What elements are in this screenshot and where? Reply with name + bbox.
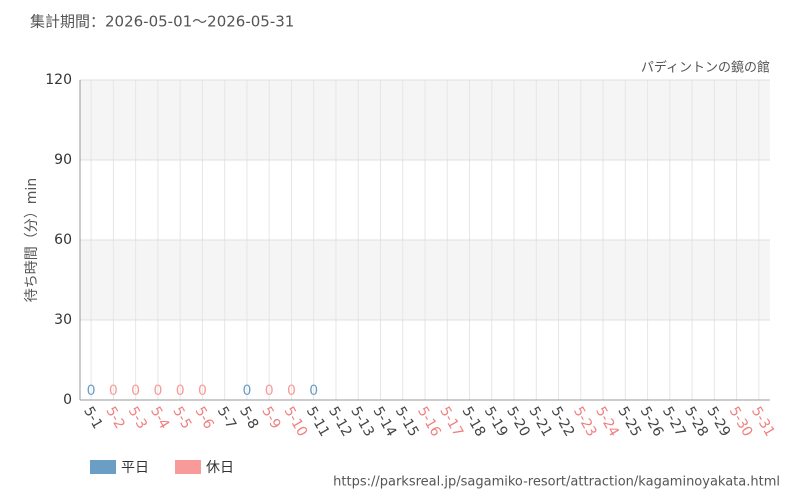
data-label: 0 — [242, 383, 251, 399]
legend-label: 休日 — [206, 460, 234, 476]
x-tick-label: 5-31 — [748, 404, 778, 440]
data-label: 0 — [287, 383, 296, 399]
x-tick-label: 5-9 — [258, 404, 283, 432]
x-tick-label: 5-1 — [80, 404, 105, 432]
source-url: https://parksreal.jp/sagamiko-resort/att… — [333, 475, 780, 490]
y-tick-label: 120 — [45, 72, 72, 88]
y-axis-label: 待ち時間（分）min — [24, 178, 40, 302]
data-label: 0 — [265, 383, 274, 399]
data-label: 0 — [153, 383, 162, 399]
y-tick-label: 60 — [54, 232, 72, 248]
legend-label: 平日 — [121, 460, 149, 476]
y-tick-label: 30 — [54, 312, 72, 328]
x-tick-label: 5-8 — [236, 404, 261, 432]
x-tick-label: 5-3 — [125, 404, 150, 432]
data-label: 0 — [176, 383, 185, 399]
x-tick-label: 5-7 — [214, 404, 239, 432]
x-tick-label: 5-4 — [147, 404, 172, 432]
chart-title: 集計期間：2026-05-01～2026-05-31 — [30, 13, 294, 31]
chart-subtitle: パディントンの鏡の館 — [641, 60, 770, 76]
data-label: 0 — [309, 383, 318, 399]
legend-swatch — [175, 460, 201, 474]
data-label: 0 — [198, 383, 207, 399]
data-label: 0 — [87, 383, 96, 399]
legend-swatch — [90, 460, 116, 474]
x-tick-label: 5-2 — [102, 404, 127, 432]
data-label: 0 — [109, 383, 118, 399]
y-tick-label: 0 — [63, 392, 72, 408]
y-tick-label: 90 — [54, 152, 72, 168]
data-label: 0 — [131, 383, 140, 399]
x-tick-label: 5-5 — [169, 404, 194, 432]
x-tick-label: 5-6 — [191, 404, 216, 432]
